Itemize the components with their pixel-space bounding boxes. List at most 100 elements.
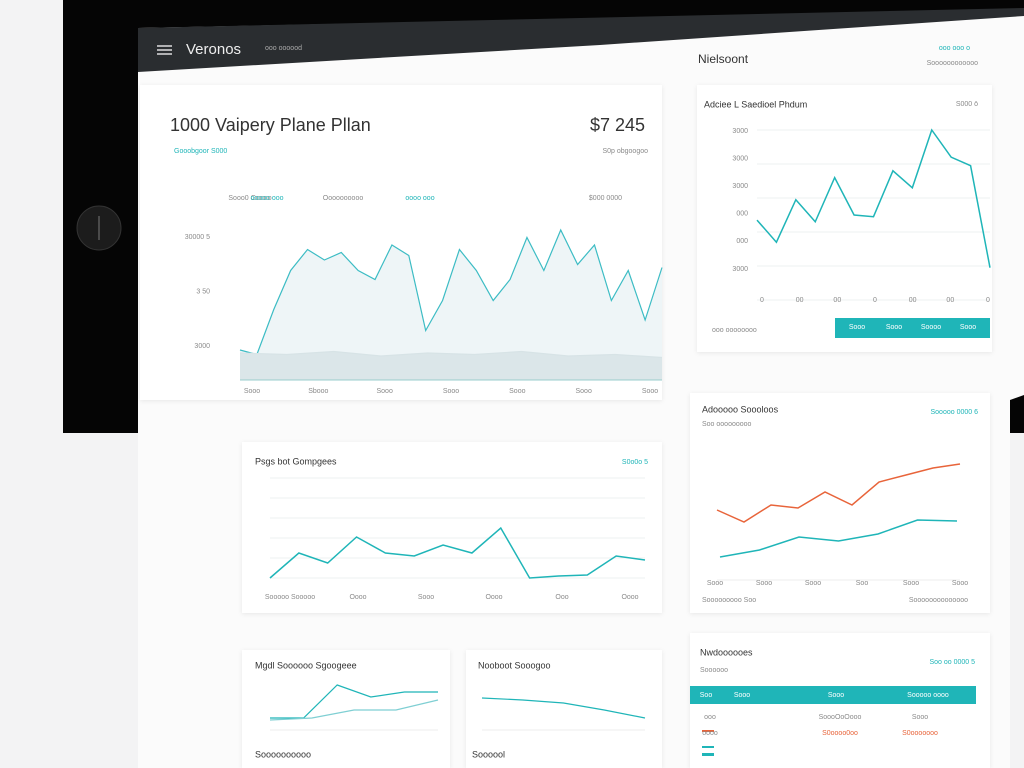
side-badge: S000 ō — [956, 101, 978, 108]
header-link[interactable]: ooo ooo o — [939, 45, 970, 52]
label: Sooooo Sooooo — [265, 594, 315, 601]
label: Sooo — [849, 324, 865, 331]
side-title: Adciee L Saedioel Phdum — [704, 99, 807, 109]
label: 00 — [833, 297, 841, 304]
main-price: $7 245 — [590, 115, 645, 135]
label: Soooo — [921, 324, 941, 331]
label: Sbooo — [308, 388, 328, 395]
label: 0 — [986, 297, 990, 304]
line — [269, 526, 646, 579]
legend-item: ooooo ooo — [250, 195, 283, 202]
y-label: 000 — [736, 211, 748, 218]
label: 00 — [946, 297, 954, 304]
label: 0 — [760, 297, 764, 304]
side-tabs[interactable] — [835, 318, 990, 338]
card — [690, 393, 990, 613]
label: Soo — [856, 580, 869, 587]
row-icon — [702, 730, 714, 732]
line — [716, 463, 961, 523]
table-cell: S0oooo0oo — [822, 730, 858, 737]
line — [239, 350, 663, 359]
table-column: Sooooo oooo — [907, 692, 949, 699]
brand: Veronos — [186, 41, 241, 58]
label: Sooo — [707, 580, 723, 587]
label: Oooo — [621, 594, 638, 601]
table-column: Soo — [700, 692, 713, 699]
table-badge: Soo oo 0000 5 — [929, 659, 975, 666]
y-label: 3000 — [732, 183, 748, 190]
trend-badge: Sooooo 0000 6 — [931, 409, 979, 416]
label: 00 — [796, 297, 804, 304]
row-icon — [702, 753, 714, 756]
y-label: 000 — [736, 238, 748, 245]
y-label: 3000 — [732, 155, 748, 162]
label: Sooo — [376, 388, 392, 395]
area — [240, 351, 662, 380]
table-cell: Sooo — [912, 714, 928, 721]
trend-footer: Soooooooooooooo — [909, 597, 968, 604]
table-cell: SoooOoOooo — [819, 714, 862, 721]
table-column: Sooo — [734, 692, 750, 699]
label: Sooo — [509, 388, 525, 395]
mid-badge: S0o0o 5 — [622, 459, 648, 466]
label: Sooo — [443, 388, 459, 395]
main-title: 1000 Vaipery Plane Pllan — [170, 115, 371, 135]
card — [466, 650, 662, 768]
label: Sooo — [244, 388, 260, 395]
small-footer: Soooool — [472, 749, 505, 759]
label: Oooo — [349, 594, 366, 601]
y-label: 30000 5 — [185, 234, 210, 241]
label: Sooo — [418, 594, 434, 601]
line — [269, 699, 439, 721]
y-label: 3000 — [194, 343, 210, 350]
small-title: Nooboot Sooogoo — [478, 660, 551, 670]
line — [756, 128, 991, 268]
trend-footer: Sooooooooo Soo — [702, 597, 756, 604]
header-sublink: Soooooooooooo — [927, 60, 978, 67]
header-bar — [138, 8, 1024, 72]
card — [242, 650, 450, 768]
section-title: Nielsoont — [698, 52, 749, 66]
label: Sooo — [960, 324, 976, 331]
line — [719, 519, 958, 558]
label: Sooo — [952, 580, 968, 587]
y-label: 3000 — [732, 266, 748, 273]
small-title: Mgdl Soooooo Sgoogeee — [255, 660, 357, 670]
main-subtitle: Gooobgoor S000 — [174, 148, 227, 155]
legend-item: $000 0000 — [589, 195, 622, 202]
label: 00 — [909, 297, 917, 304]
table-cell: oooo — [702, 730, 718, 737]
table-cell: ooo — [704, 714, 716, 721]
label: Sooo — [575, 388, 591, 395]
main-price-note: S0p obgoogoo — [602, 148, 648, 155]
legend-item: Oooooooooo — [323, 195, 364, 202]
label: Sooo — [805, 580, 821, 587]
y-label: 3000 — [732, 128, 748, 135]
label: Sooo — [756, 580, 772, 587]
table-cell: S0ooooooo — [902, 730, 938, 737]
label: Sooo — [903, 580, 919, 587]
trend-subtitle: Soo ooooooooo — [702, 421, 752, 428]
label: Sooo — [886, 324, 902, 331]
legend-item: Sooo0 Goooo — [228, 195, 271, 202]
small-footer: Soooooooooo — [255, 749, 311, 759]
area — [240, 230, 662, 380]
label: Oooo — [485, 594, 502, 601]
card — [697, 85, 992, 352]
menu-icon[interactable] — [157, 45, 172, 55]
line — [239, 228, 663, 356]
table-column: Sooo — [828, 692, 844, 699]
side-footer: ooo oooooooo — [712, 327, 757, 334]
card — [242, 442, 662, 613]
mid-title: Psgs bot Gompgees — [255, 456, 337, 466]
label: Ooo — [555, 594, 568, 601]
table-subtitle: Soooooo — [700, 667, 728, 674]
line — [270, 684, 438, 719]
legend-item: oooo ooo — [405, 195, 434, 202]
label: Sooo — [642, 388, 658, 395]
row-icon — [702, 746, 714, 748]
table-title: Nwdoooooes — [700, 647, 753, 657]
table-header — [690, 686, 976, 704]
tagline: ooo oooood — [265, 45, 302, 52]
